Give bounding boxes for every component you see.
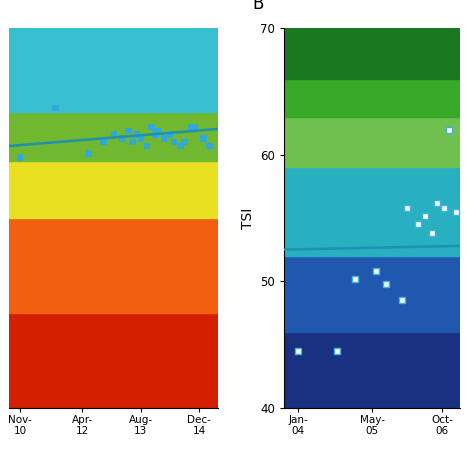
Point <box>333 347 341 355</box>
Point <box>372 267 379 275</box>
Point <box>125 127 132 135</box>
Point <box>133 131 140 138</box>
Point <box>177 142 184 150</box>
Point <box>295 347 302 355</box>
Point <box>428 229 436 237</box>
Point <box>187 123 195 131</box>
Point <box>52 104 59 112</box>
Point <box>433 199 441 207</box>
Point <box>160 135 168 142</box>
Point <box>206 142 213 150</box>
Text: B: B <box>253 0 264 13</box>
Point <box>118 135 126 142</box>
Y-axis label: TSI: TSI <box>241 208 255 228</box>
Bar <box>9 28 218 112</box>
Bar <box>9 313 218 408</box>
Point <box>171 138 178 146</box>
Point <box>421 212 428 219</box>
Bar <box>9 112 218 161</box>
Point <box>154 127 161 135</box>
Point <box>166 131 174 138</box>
Bar <box>284 28 460 79</box>
Point <box>85 150 92 157</box>
Bar <box>284 79 460 117</box>
Point <box>351 275 358 283</box>
Point <box>398 296 406 304</box>
Point <box>181 138 189 146</box>
Point <box>440 204 448 212</box>
Point <box>383 280 390 288</box>
Point <box>191 123 199 131</box>
Point <box>16 154 24 161</box>
Bar <box>9 161 218 218</box>
Point <box>129 138 137 146</box>
Point <box>147 123 155 131</box>
Point <box>200 135 207 142</box>
Point <box>453 208 460 216</box>
Bar <box>284 256 460 332</box>
Point <box>446 126 453 133</box>
Point <box>414 220 421 228</box>
Bar <box>284 167 460 256</box>
Point <box>403 204 411 212</box>
Point <box>152 131 159 138</box>
Bar <box>9 218 218 313</box>
Point <box>110 131 118 138</box>
Bar <box>284 117 460 167</box>
Point <box>137 135 145 142</box>
Point <box>143 142 151 150</box>
Point <box>100 138 107 146</box>
Bar <box>284 332 460 408</box>
